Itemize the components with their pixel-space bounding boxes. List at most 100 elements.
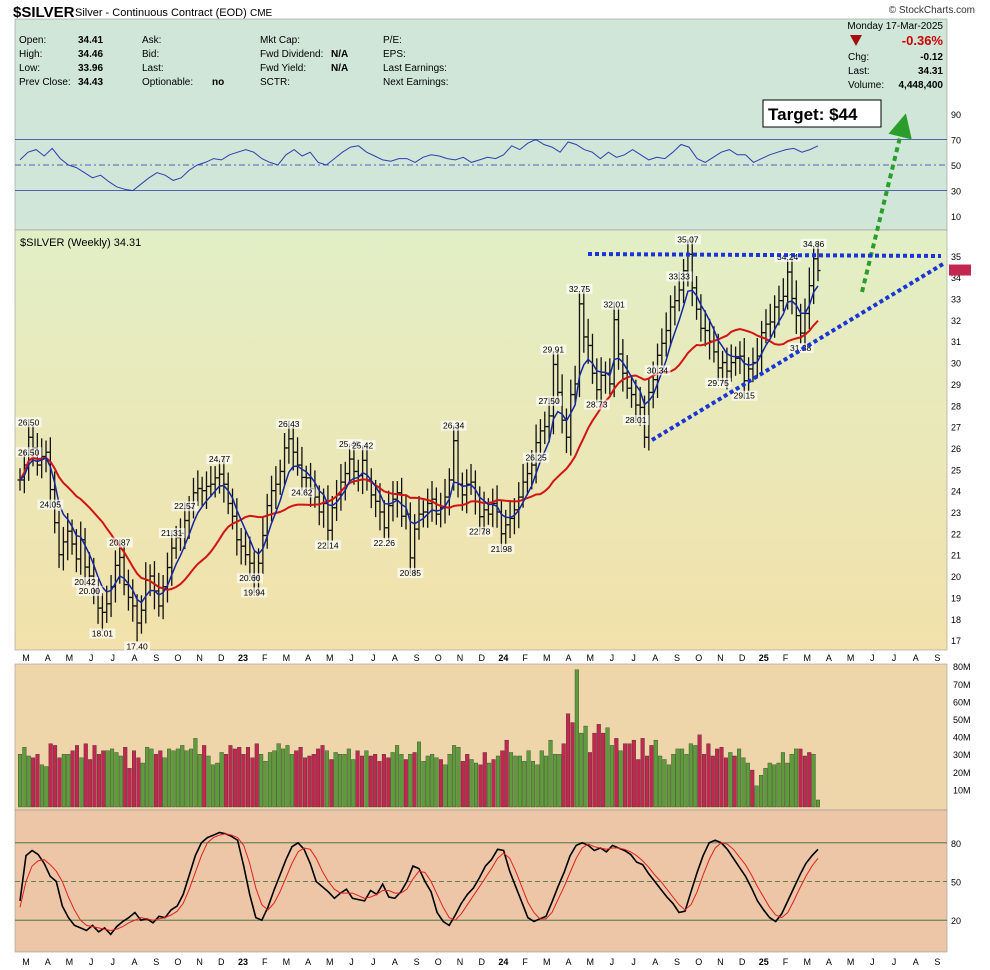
peak-label-bg (336, 439, 363, 450)
quote-label: Last Earnings: (383, 63, 447, 74)
x-tick-label: J (349, 653, 354, 663)
volume-bar (469, 759, 474, 808)
volume-bar (403, 759, 408, 808)
x-tick-label: M (586, 653, 594, 663)
peak-label-bg (206, 454, 233, 465)
volume-bar (697, 734, 702, 808)
volume-bar (767, 762, 772, 808)
exchange-label: CME (250, 8, 273, 19)
volume-bar (701, 754, 707, 808)
volume-bar (53, 745, 58, 808)
stockcharts-brand[interactable]: © StockCharts.com (889, 5, 975, 16)
trough-label: 17.40 (126, 642, 148, 652)
price-tick-label: 34 (951, 273, 961, 283)
volume-bar (491, 759, 496, 808)
trough-label-bg (241, 587, 268, 598)
volume-bar (653, 739, 658, 808)
rsi-tick-label: 90 (951, 110, 961, 120)
trough-label: 24.05 (40, 500, 62, 510)
volume-bar (601, 732, 606, 808)
volume-bar (96, 754, 101, 808)
volume-layer: 80M 70M 60M 50M 40M 30M 20M 10M (17, 662, 971, 808)
support-trendline (650, 262, 945, 442)
quote-header: $SILVER Silver - Continuous Contract (EO… (13, 4, 975, 21)
volume-bar (425, 755, 430, 808)
x-tick-label: A (392, 653, 398, 663)
x-tick-label: A (565, 957, 571, 967)
volume-bar (395, 745, 400, 808)
volume-bar (438, 759, 443, 808)
trough-label-bg (371, 537, 398, 548)
volume-bar (373, 754, 378, 808)
peak-label: 26.43 (278, 419, 300, 429)
x-tick-label: A (392, 957, 398, 967)
volume-bar (495, 755, 500, 808)
volume-bar (509, 752, 514, 808)
x-tick-label: D (739, 653, 746, 663)
quote-label: Open: (19, 35, 46, 46)
volume-bar (741, 757, 746, 808)
x-tick-label: D (739, 957, 746, 967)
trough-label: 20.42 (74, 577, 96, 587)
x-tick-label: D (218, 957, 225, 967)
stochastic-tick-label: 20 (951, 916, 961, 926)
volume-bar (197, 754, 202, 808)
volume-bar (728, 752, 733, 808)
x-tick-label: S (674, 957, 680, 967)
symbol-title: $SILVER (13, 4, 75, 21)
rsi-tick-label: 50 (951, 161, 961, 171)
quote-label: P/E: (383, 35, 402, 46)
resistance-line (587, 252, 942, 258)
volume-bar (482, 752, 487, 808)
x-tick-label: J (89, 957, 94, 967)
peak-label-bg (171, 501, 198, 512)
volume-bar (307, 755, 312, 808)
price-tick-label: 19 (951, 593, 961, 603)
volume-tick-label: 60M (953, 697, 971, 707)
volume-tick-label: 20M (953, 768, 971, 778)
x-tick-label: S (153, 653, 159, 663)
quote-label: Mkt Cap: (260, 35, 300, 46)
trough-label-bg (314, 540, 341, 551)
x-tick-label: D (218, 653, 225, 663)
trough-label-bg (72, 577, 99, 588)
volume-bar (127, 768, 132, 808)
volume-bar (561, 743, 566, 808)
volume-bar (333, 752, 338, 808)
quote-value: -0.12 (920, 52, 943, 63)
stochastic-layer: 80 50 20 (15, 831, 961, 936)
volume-bar (276, 743, 281, 808)
trough-label-bg (89, 628, 116, 639)
volume-bar (798, 748, 803, 808)
volume-bar (789, 754, 794, 808)
volume-bar (785, 762, 790, 808)
x-tick-label: S (674, 653, 680, 663)
volume-bar (802, 755, 807, 808)
quote-label: Bid: (142, 49, 159, 60)
volume-bar (649, 745, 654, 808)
target-arrow (860, 113, 912, 293)
quote-value: 33.96 (78, 63, 103, 74)
volume-bar (83, 743, 88, 808)
price-tick-label: 17 (951, 636, 961, 646)
quote-value: 34.46 (78, 49, 103, 60)
volume-bar (202, 745, 207, 808)
volume-bar (224, 754, 229, 808)
volume-bar (92, 745, 97, 808)
quote-label: Last: (848, 66, 870, 77)
volume-bar (171, 750, 176, 808)
volume-bar (460, 761, 465, 808)
peak-label: 35.07 (677, 234, 699, 244)
trough-label-bg (787, 343, 814, 354)
volume-bar (539, 750, 544, 808)
volume-bar (430, 754, 435, 808)
volume-bar (285, 745, 290, 808)
volume-bar (101, 750, 106, 808)
x-tick-label: N (717, 957, 724, 967)
volume-bar (241, 754, 246, 808)
volume-bar (250, 757, 255, 808)
quote-value: 34.31 (918, 66, 943, 77)
volume-bar (723, 757, 728, 808)
x-tick-label: J (610, 653, 615, 663)
x-tick-label: J (631, 653, 636, 663)
